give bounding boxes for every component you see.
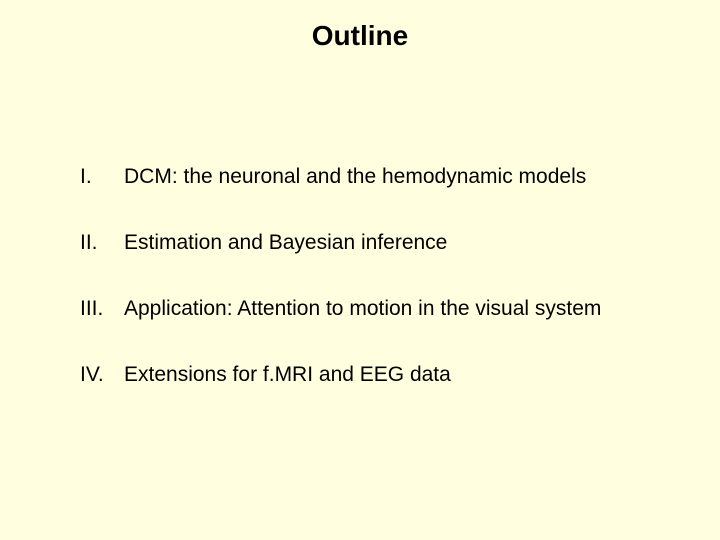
list-item: IV. Extensions for f.MRI and EEG data <box>80 363 680 387</box>
list-text: Estimation and Bayesian inference <box>124 231 680 255</box>
list-numeral: IV. <box>80 363 124 387</box>
list-text: Extensions for f.MRI and EEG data <box>124 363 680 387</box>
list-numeral: III. <box>80 297 124 321</box>
list-item: I. DCM: the neuronal and the hemodynamic… <box>80 165 680 189</box>
list-text: DCM: the neuronal and the hemodynamic mo… <box>124 165 680 189</box>
list-item: III. Application: Attention to motion in… <box>80 297 680 321</box>
list-numeral: II. <box>80 231 124 255</box>
list-text: Application: Attention to motion in the … <box>124 297 680 321</box>
list-item: II. Estimation and Bayesian inference <box>80 231 680 255</box>
list-numeral: I. <box>80 165 124 189</box>
slide-title: Outline <box>0 20 720 52</box>
outline-list: I. DCM: the neuronal and the hemodynamic… <box>80 165 680 429</box>
slide-container: Outline I. DCM: the neuronal and the hem… <box>0 0 720 540</box>
